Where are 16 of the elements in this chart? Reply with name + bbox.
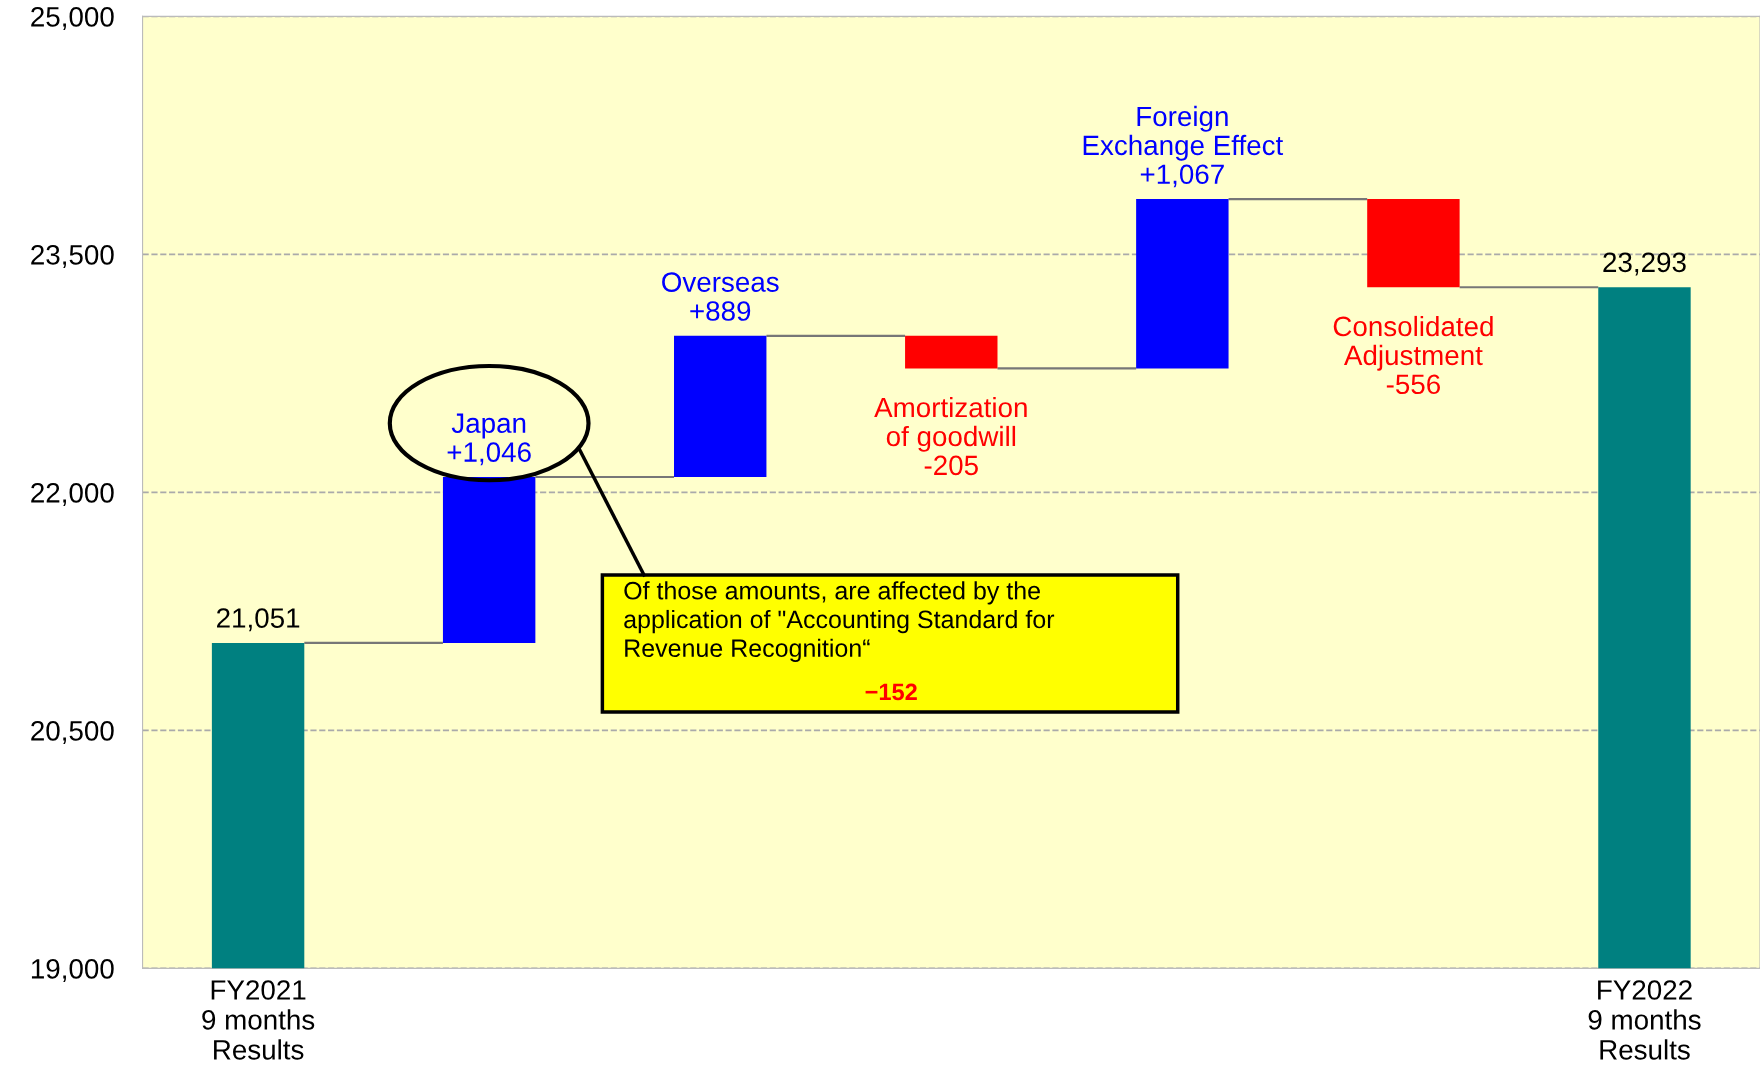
data-label: Japan +1,046 <box>447 413 531 466</box>
data-label: Foreign Exchange Effect +1,067 <box>1083 105 1284 188</box>
x-tick-label: FY2021 9 months Results <box>202 980 315 1060</box>
annotation: −152 <box>865 683 917 701</box>
y-tick-label: 22,000 <box>31 482 114 506</box>
data-label: Consolidated Adjustment -556 <box>1333 315 1493 395</box>
x-tick-label: FY2022 9 months Results <box>1588 980 1701 1060</box>
y-tick-label: 23,500 <box>31 244 114 268</box>
data-label: Overseas +889 <box>662 272 779 321</box>
data-label: 23,293 <box>1603 252 1686 276</box>
data-label: 21,051 <box>217 608 300 632</box>
annotation: Of those amounts, are affected by the application of "Accounting Standard for Revenue Recognition“ <box>624 581 1055 662</box>
data-label: Amortization of goodwill -205 <box>874 396 1027 476</box>
y-tick-label: 19,000 <box>31 958 114 982</box>
y-tick-label: 25,000 <box>31 6 114 30</box>
y-tick-label: 20,500 <box>31 720 114 744</box>
